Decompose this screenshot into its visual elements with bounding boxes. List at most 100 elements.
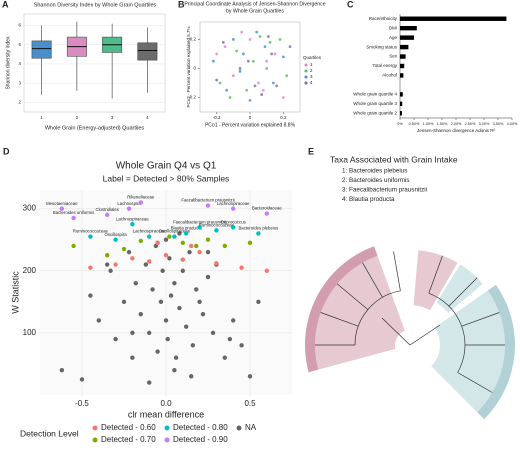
point (231, 38, 235, 41)
point (265, 67, 269, 70)
clade-ring (305, 246, 378, 373)
y-tick-label: 2 (18, 100, 21, 105)
y-tick-label: Whole grain quartile 2 (353, 110, 397, 115)
chart-title: Shannon Diversity Index by Whole Grain Q… (34, 2, 157, 8)
legend-label: 1 (310, 62, 313, 67)
point (200, 312, 206, 317)
point (130, 355, 135, 360)
legend-swatch (92, 437, 98, 443)
point (147, 380, 152, 385)
point (180, 257, 185, 262)
point (197, 299, 202, 305)
point (177, 305, 182, 311)
legend-label: Detected - 0.90 (173, 435, 228, 444)
point (255, 30, 259, 34)
point (266, 35, 270, 38)
point (239, 343, 244, 348)
point (168, 293, 174, 298)
point (222, 355, 227, 360)
bar (400, 25, 417, 31)
bar (400, 16, 507, 21)
point-label: Rikenellaceae (127, 195, 155, 200)
cladogram (305, 246, 515, 420)
point-label: Blautia producta (171, 226, 203, 231)
point (256, 81, 260, 85)
point (163, 237, 169, 242)
point-label: Oscillospira (104, 232, 127, 237)
point (275, 84, 279, 88)
point (261, 88, 265, 92)
point (288, 45, 292, 49)
x-tick-label: 2 (76, 115, 79, 120)
point (138, 200, 143, 205)
point-label: Lachnospiraceae (116, 216, 149, 221)
point-label: Lachnospira (117, 201, 141, 206)
point (133, 280, 138, 286)
point (183, 324, 189, 329)
point (264, 211, 269, 216)
y-tick-label: BMI (389, 25, 397, 30)
point (160, 268, 165, 273)
point (173, 355, 179, 360)
point (183, 231, 189, 236)
y-tick-label: Smoking status (366, 44, 398, 49)
panel-label: E (308, 146, 314, 156)
y-tick-label: 0 (193, 66, 196, 71)
point (205, 237, 211, 242)
point (238, 67, 242, 70)
point (256, 299, 261, 305)
y-tick-label: -0.2 (188, 95, 196, 100)
point (264, 268, 269, 273)
point (187, 249, 192, 255)
point (228, 96, 232, 99)
point (281, 96, 285, 99)
point (130, 256, 135, 261)
point (248, 98, 252, 102)
x-tick-label: 0.0 (160, 399, 172, 408)
point (265, 59, 269, 63)
x-tick-label: 4 (146, 115, 149, 120)
point (258, 35, 262, 38)
point (248, 38, 252, 41)
point (231, 74, 235, 78)
point (88, 265, 93, 270)
point (163, 253, 169, 258)
point-label: Lachnospiraceae (133, 229, 166, 234)
x-tick-label: 3 (111, 115, 114, 120)
point (247, 374, 253, 379)
point (205, 249, 211, 255)
x-tick-label: 0.2 (280, 115, 287, 120)
point (158, 299, 164, 305)
plot-frame (199, 21, 301, 113)
point (270, 52, 274, 56)
point (138, 238, 143, 244)
x-tick-label: -0.5 (75, 399, 89, 408)
point (210, 330, 216, 336)
y-tick-label: Total energy (372, 63, 397, 68)
point (113, 237, 118, 242)
point (108, 268, 113, 273)
x-tick-label: 1.00% (423, 122, 434, 126)
point (88, 293, 93, 298)
bar (400, 111, 402, 116)
legend-swatch (164, 425, 170, 431)
x-tick-label: 0.50% (409, 122, 420, 126)
y-axis-label: Shannon diversity index (5, 36, 11, 90)
clade-shade (431, 290, 506, 413)
clade-shade (314, 255, 405, 370)
cladogram-title: Taxa Associated with Grain Intake (330, 154, 458, 164)
legend-swatch (236, 425, 242, 431)
legend-swatch (304, 81, 308, 85)
cladogram-item: 2: Bacteroides uniformis (342, 177, 410, 184)
panel-label: D (3, 146, 10, 156)
point (231, 225, 236, 230)
y-tick-label: 3 (18, 80, 21, 85)
plot-area (23, 13, 166, 113)
point (126, 249, 132, 255)
point-label: Ruminococcaceae (73, 229, 109, 234)
clade-ring (477, 284, 515, 420)
y-tick-label: Whole grain quartile 3 (353, 101, 397, 106)
x-axis-label: Whole Grain (Energy-adjusted) Quartiles (45, 125, 145, 131)
point (223, 45, 227, 49)
panel-label: A (2, 0, 9, 9)
